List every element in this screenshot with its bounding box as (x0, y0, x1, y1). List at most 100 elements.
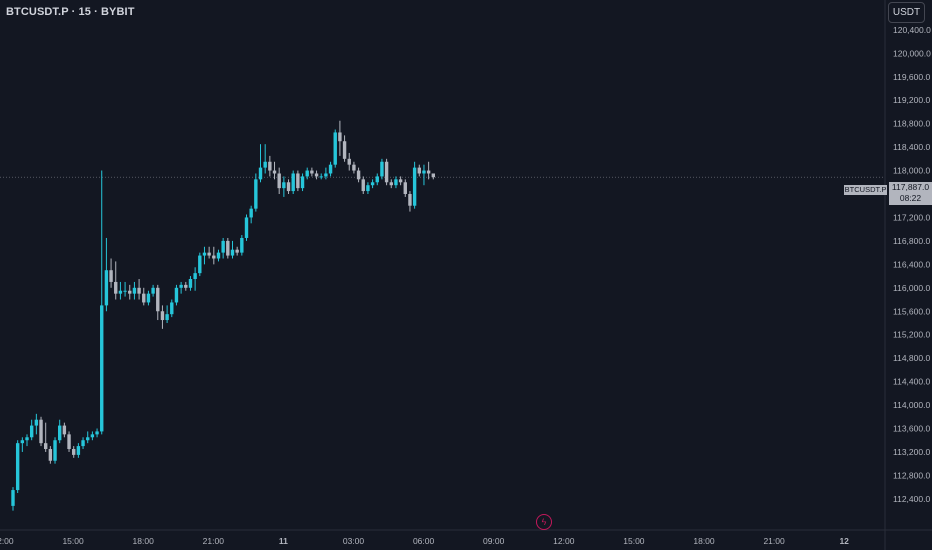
candle-body (156, 287, 160, 312)
candle-body (170, 302, 174, 315)
y-tick-label: 118,800.0 (893, 119, 930, 129)
x-tick-label: 12:00 (0, 536, 14, 546)
candle-body (258, 167, 263, 180)
y-tick-label: 112,800.0 (893, 470, 930, 480)
x-tick-label: 21:00 (203, 536, 225, 546)
candle-body (380, 161, 384, 177)
candle-body (128, 290, 132, 294)
x-tick-label: 18:00 (693, 536, 715, 546)
candle-body (109, 270, 113, 282)
candle-body (422, 170, 426, 174)
y-tick-label: 120,400.0 (893, 25, 931, 35)
candle-body (11, 490, 15, 506)
y-tick-label: 112,400.0 (893, 494, 930, 504)
candle-body (272, 170, 277, 174)
last-price-symbol-tag: BTCUSDT.P (844, 185, 887, 195)
y-tick-label: 115,600.0 (893, 306, 930, 316)
candle-body (179, 284, 183, 288)
y-tick-label: 116,000.0 (893, 283, 930, 293)
candle-body (338, 132, 342, 142)
last-price-tag: 117,887.0 08:22 (889, 182, 932, 205)
candle-body (319, 176, 323, 178)
candle-body (394, 179, 398, 186)
candle-body (198, 255, 202, 274)
candle-body (235, 249, 239, 253)
candle-body (375, 176, 379, 183)
candle-body (384, 161, 389, 183)
candle-body (72, 449, 76, 455)
x-tick-label: 03:00 (343, 536, 365, 546)
candle-body (221, 240, 225, 253)
candle-body (123, 290, 127, 292)
candle-body (300, 176, 305, 189)
y-tick-label: 115,200.0 (893, 330, 930, 340)
y-tick-label: 114,000.0 (893, 400, 930, 410)
candle-body (310, 170, 314, 174)
candle-body (277, 173, 281, 189)
y-tick-label: 113,600.0 (893, 424, 930, 434)
candle-body (254, 179, 258, 209)
candle-body (342, 141, 347, 159)
candle-body (104, 270, 109, 306)
candle-body (118, 290, 123, 294)
candle-body (370, 182, 375, 186)
candle-body (184, 284, 188, 288)
candle-body (114, 281, 118, 294)
candle-body (408, 194, 412, 206)
last-price-value: 117,887.0 (891, 182, 930, 192)
candle-body (305, 170, 309, 177)
y-tick-label: 114,800.0 (893, 353, 930, 363)
candle-body (244, 217, 249, 238)
y-tick-label: 118,400.0 (893, 142, 930, 152)
candle-body (100, 305, 104, 432)
candle-body (356, 170, 361, 180)
candle-body (212, 255, 216, 259)
candle-body (15, 443, 20, 491)
candle-body (146, 293, 151, 303)
y-tick-label: 119,200.0 (893, 95, 930, 105)
candle-body (25, 437, 29, 441)
y-tick-label: 117,200.0 (893, 212, 930, 222)
candle-body (165, 314, 169, 321)
candle-body (76, 446, 81, 455)
candle-body (20, 440, 25, 444)
candle-body (431, 173, 435, 178)
lightning-icon[interactable]: ϟ (536, 514, 552, 530)
x-tick-label: 15:00 (623, 536, 645, 546)
candle-body (296, 173, 300, 189)
x-tick-label: 21:00 (763, 536, 785, 546)
candle-body (43, 443, 48, 450)
candle-body (216, 252, 221, 259)
candle-body (95, 431, 99, 435)
candle-body (193, 273, 197, 279)
currency-button[interactable]: USDT (888, 2, 925, 23)
candle-body (403, 182, 407, 194)
candle-body (58, 425, 62, 441)
candle-body (240, 237, 244, 253)
candle-body (352, 164, 356, 171)
y-tick-label: 116,800.0 (893, 236, 930, 246)
candle-body (90, 434, 95, 438)
candle-body (230, 249, 235, 256)
candle-body (202, 252, 207, 256)
candle-body (226, 240, 230, 256)
y-tick-label: 116,400.0 (893, 259, 930, 269)
candle-body (132, 287, 137, 294)
candle-body (263, 161, 267, 168)
candle-body (160, 311, 165, 321)
symbol-title[interactable]: BTCUSDT.P · 15 · BYBIT (6, 6, 135, 18)
y-tick-label: 119,600.0 (893, 72, 930, 82)
candle-body (67, 434, 71, 450)
candle-body (39, 419, 43, 444)
candle-body (249, 208, 253, 218)
candle-body (426, 170, 431, 174)
candle-body (137, 287, 141, 294)
candle-body (328, 164, 333, 174)
x-tick-label: 18:00 (133, 536, 155, 546)
candle-body (417, 167, 421, 174)
y-tick-label: 120,000.0 (893, 48, 931, 58)
y-tick-label: 118,000.0 (893, 166, 930, 176)
candle-body (34, 419, 39, 426)
candle-body (282, 182, 286, 189)
